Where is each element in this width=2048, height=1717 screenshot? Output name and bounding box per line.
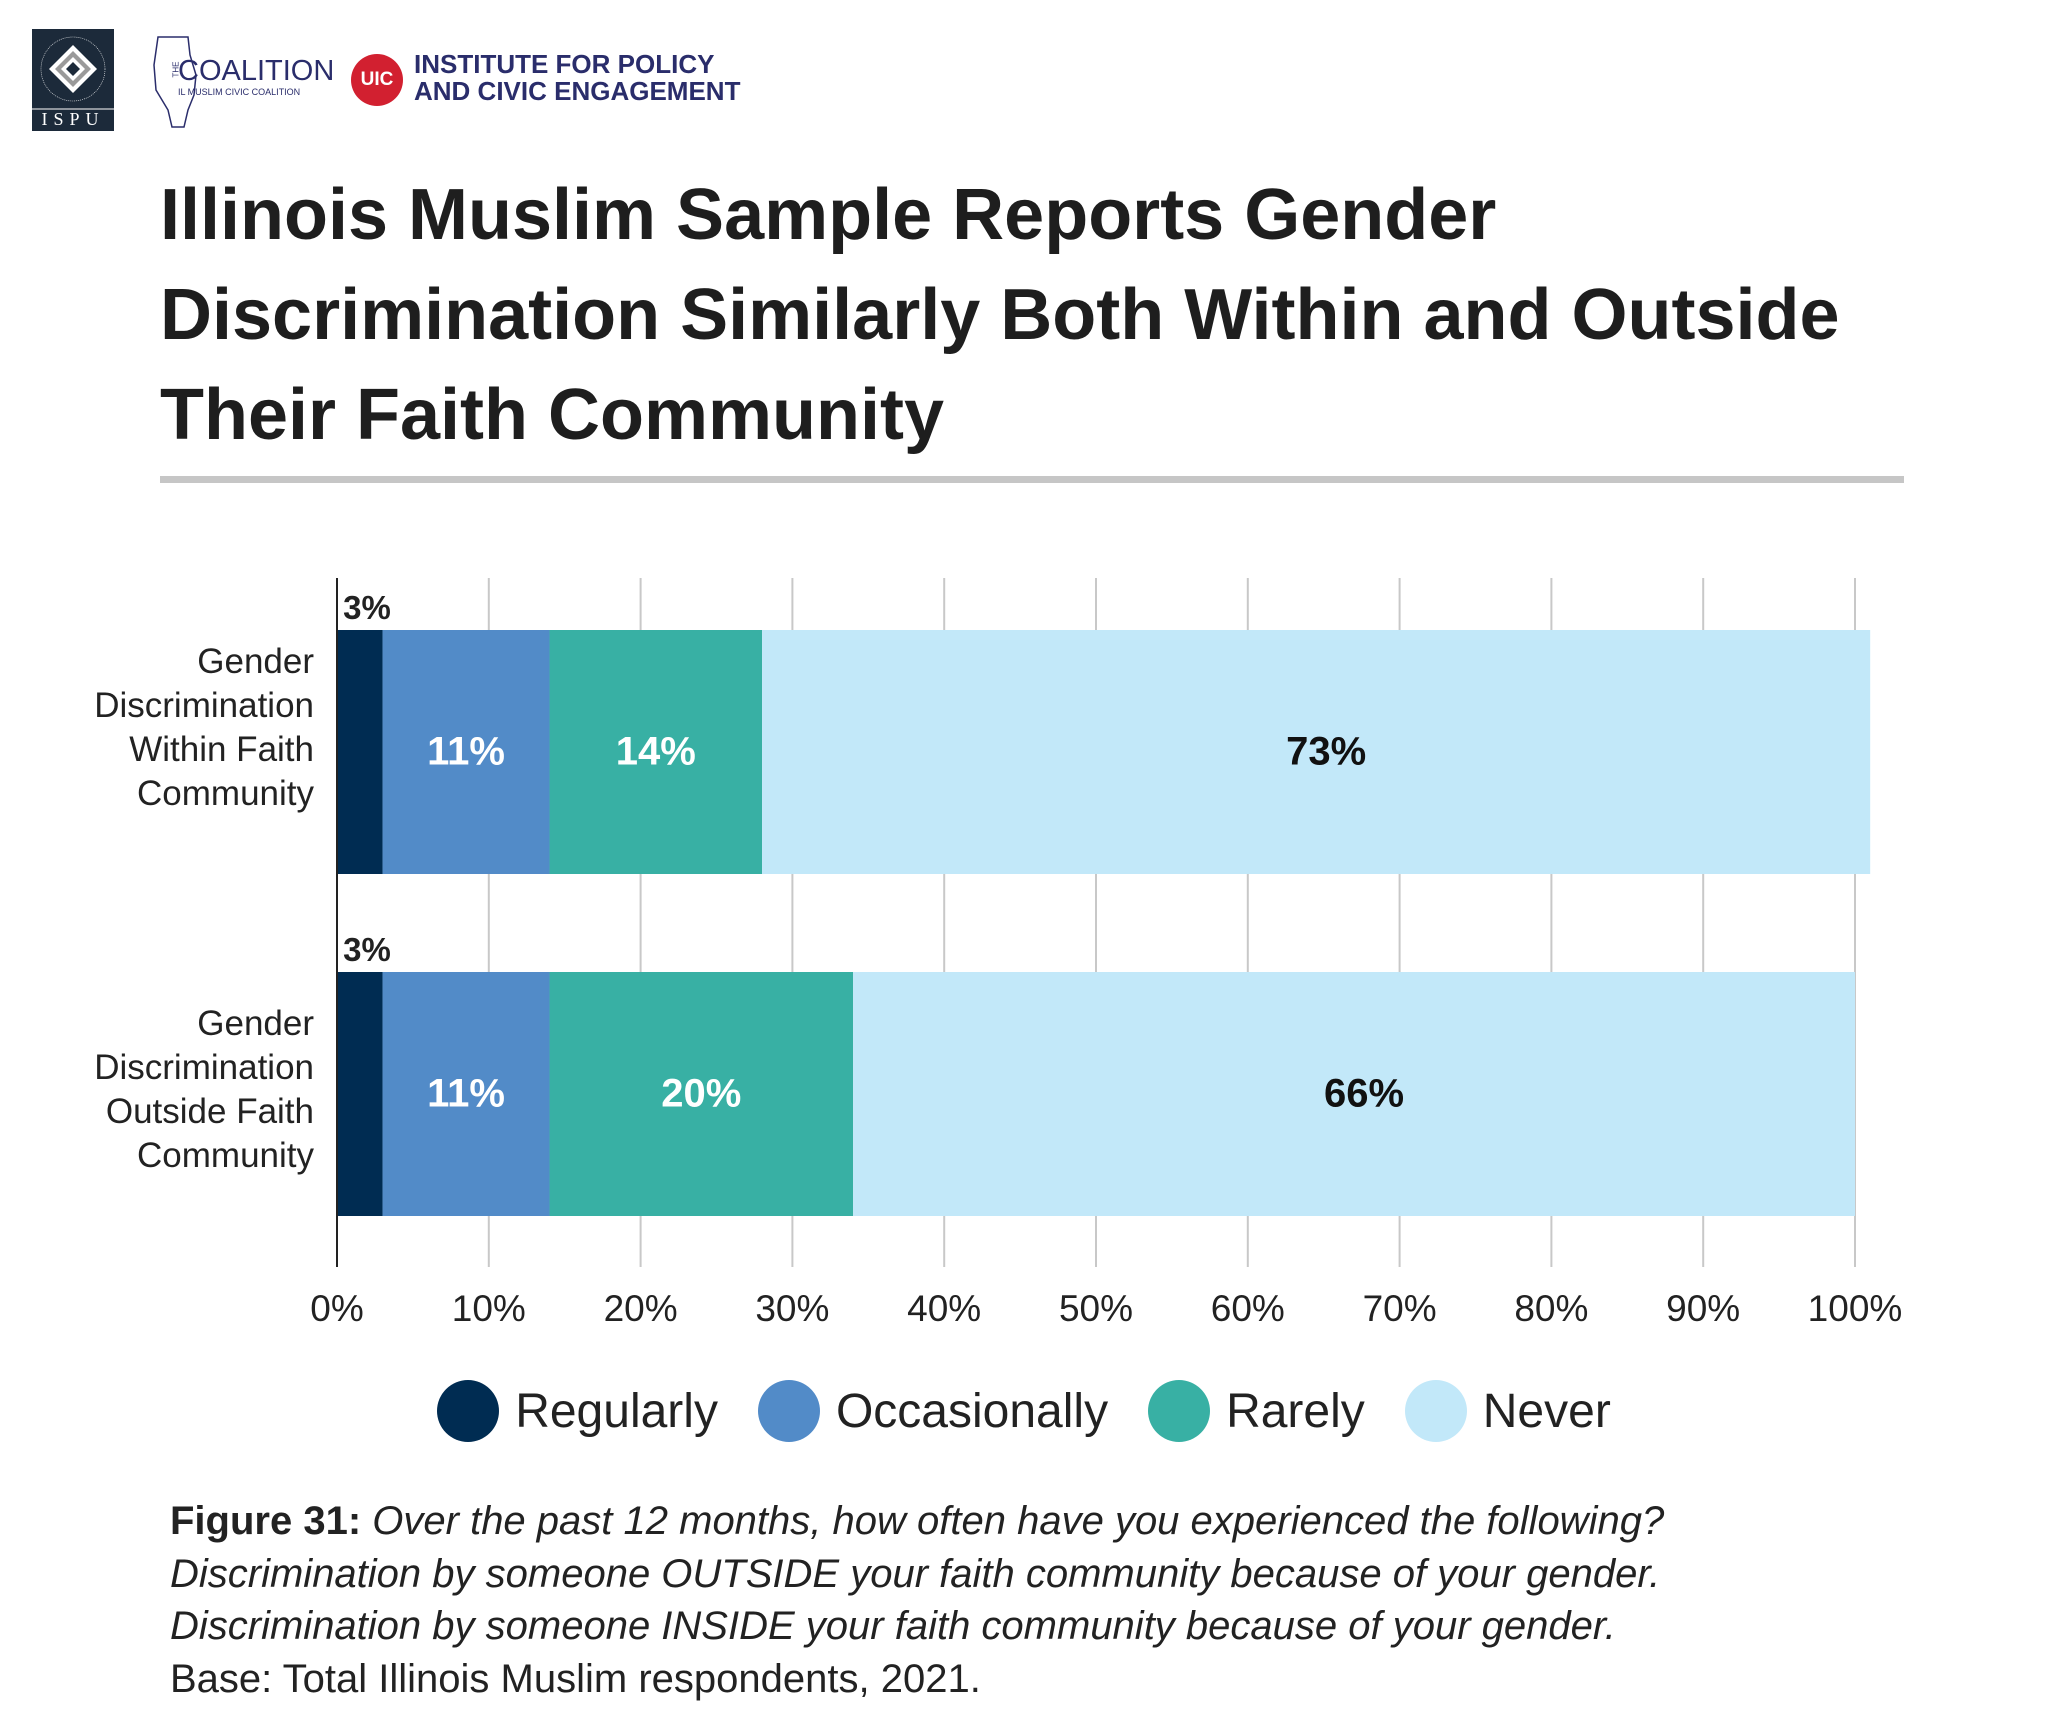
uic-logo-text: INSTITUTE FOR POLICY AND CIVIC ENGAGEMEN… xyxy=(414,51,740,105)
legend-item-regularly: Regularly xyxy=(437,1380,718,1442)
bar-segment-never xyxy=(762,630,1871,874)
data-label: 66% xyxy=(1324,1071,1405,1116)
coalition-logo: THE COALITION IL MUSLIM CIVIC COALITION xyxy=(150,35,334,130)
legend-item-never: Never xyxy=(1404,1380,1611,1442)
x-tick-label: 0% xyxy=(310,1288,364,1329)
ispu-logo-text: ISPU xyxy=(41,109,105,129)
uic-line-2: AND CIVIC ENGAGEMENT xyxy=(414,76,741,106)
bar-segment-rarely xyxy=(549,972,854,1216)
ispu-logo: ISPU xyxy=(32,29,114,131)
uic-badge: UIC xyxy=(351,54,403,106)
uic-badge-text: UIC xyxy=(360,69,394,90)
bar-segment-regularly xyxy=(337,630,383,874)
title-divider xyxy=(160,476,1904,483)
category-label-text: Gender Discrimination Within Faith Commu… xyxy=(94,642,314,813)
legend-label: Occasionally xyxy=(835,1384,1109,1438)
data-label: 11% xyxy=(427,729,505,774)
bar-segment-regularly xyxy=(337,972,383,1216)
legend-swatch xyxy=(757,1380,820,1442)
x-tick-label: 20% xyxy=(603,1288,678,1329)
category-label-outside: Gender Discrimination Outside Faith Comm… xyxy=(0,1002,314,1178)
category-label-text: Gender Discrimination Outside Faith Comm… xyxy=(94,1004,314,1175)
chart-title: Illinois Muslim Sample Reports Gender Di… xyxy=(160,175,1840,455)
x-tick-label: 70% xyxy=(1362,1288,1437,1329)
x-tick-label: 80% xyxy=(1514,1288,1589,1329)
data-label: 11% xyxy=(427,1071,505,1116)
x-tick-label: 40% xyxy=(907,1288,982,1329)
legend-swatch xyxy=(437,1380,500,1442)
uic-line-1: INSTITUTE FOR POLICY xyxy=(414,49,715,79)
legend-label: Regularly xyxy=(515,1384,718,1438)
x-tick-label: 50% xyxy=(1058,1288,1134,1329)
legend-item-rarely: Rarely xyxy=(1148,1380,1365,1442)
legend-swatch xyxy=(1148,1380,1211,1442)
legend-swatch xyxy=(1404,1380,1467,1442)
data-label: 20% xyxy=(661,1071,742,1116)
bar-segment-occasionally xyxy=(382,630,550,874)
x-tick-label: 30% xyxy=(755,1288,830,1329)
bar-segment-rarely xyxy=(549,630,763,874)
x-tick-label: 100% xyxy=(1807,1288,1903,1329)
data-label: 73% xyxy=(1286,729,1367,774)
legend-item-occasionally: Occasionally xyxy=(757,1380,1109,1442)
data-label: 3% xyxy=(343,931,391,968)
bar-segment-occasionally xyxy=(382,972,550,1216)
x-tick-label: 90% xyxy=(1666,1288,1741,1329)
coalition-name: COALITION xyxy=(178,55,335,87)
data-label: 14% xyxy=(615,729,696,774)
caption-question: Over the past 12 months, how often have … xyxy=(372,1499,1665,1543)
x-tick-label: 60% xyxy=(1210,1288,1285,1329)
category-label-within: Gender Discrimination Within Faith Commu… xyxy=(0,640,314,816)
caption-line-inside: Discrimination by someone INSIDE your fa… xyxy=(170,1604,1616,1648)
legend-label: Rarely xyxy=(1226,1384,1365,1438)
coalition-subtitle: IL MUSLIM CIVIC COALITION xyxy=(178,87,301,97)
legend: Regularly Occasionally Rarely Never xyxy=(0,1380,2048,1442)
caption-line-outside: Discrimination by someone OUTSIDE your f… xyxy=(170,1551,1661,1596)
figure-number: Figure 31: xyxy=(170,1499,362,1543)
data-label: 3% xyxy=(343,589,391,626)
x-tick-label: 10% xyxy=(451,1288,526,1329)
bar-segment-never xyxy=(853,972,1855,1216)
legend-label: Never xyxy=(1482,1384,1611,1438)
figure-caption: Figure 31: Over the past 12 months, how … xyxy=(170,1495,1664,1705)
caption-base: Base: Total Illinois Muslim respondents,… xyxy=(170,1656,981,1701)
